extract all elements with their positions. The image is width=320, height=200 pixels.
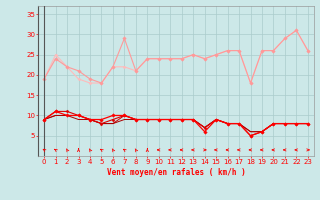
X-axis label: Vent moyen/en rafales ( km/h ): Vent moyen/en rafales ( km/h ) [107, 168, 245, 177]
